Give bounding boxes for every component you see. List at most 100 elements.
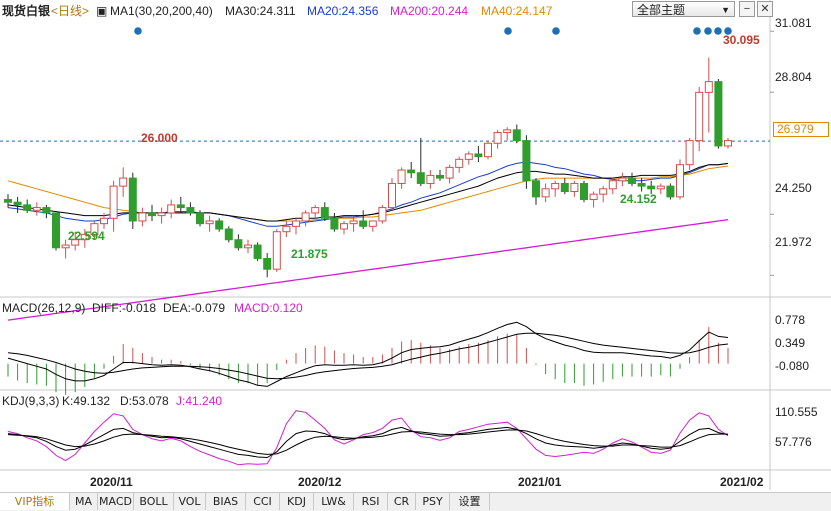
candle-body (589, 193, 598, 201)
candle-body (71, 239, 80, 246)
event-dot (724, 27, 732, 35)
candle-body (397, 169, 406, 184)
candle-body (90, 223, 99, 235)
candle-body (378, 207, 387, 222)
diff-line (7, 321, 729, 387)
tab-vip[interactable]: VIP指标 (0, 493, 70, 510)
candle-body (109, 185, 118, 219)
candle-body (560, 182, 569, 192)
ma200-value: MA200:20.244 (390, 4, 469, 18)
candle-body (512, 129, 521, 142)
ma30-line (7, 162, 729, 222)
candle-body (666, 185, 675, 198)
candle-body (13, 201, 22, 206)
tab-macd[interactable]: MACD (98, 493, 134, 510)
candle-body (148, 212, 156, 217)
x-axis-label: 2021/02 (720, 475, 764, 489)
tab-rsi[interactable]: RSI (354, 493, 388, 510)
candle-body (436, 174, 444, 179)
kdj-axis-label: 57.776 (775, 435, 812, 449)
candle-body (493, 132, 502, 144)
ma-lines (7, 161, 729, 321)
candle-body (244, 244, 252, 249)
candle-body (186, 207, 195, 214)
tab-bias[interactable]: BIAS (206, 493, 246, 510)
tab-kdj[interactable]: KDJ (280, 493, 314, 510)
candle-body (330, 217, 339, 230)
annotation-high: 30.095 (723, 33, 760, 47)
tab-settings[interactable]: 设置 (450, 493, 490, 510)
candle-body (234, 239, 243, 249)
tab-psy[interactable]: PSY (416, 493, 450, 510)
theme-dropdown[interactable]: 全部主题 ▼ (632, 1, 735, 17)
candle-body (541, 188, 550, 198)
candle-body (23, 204, 32, 211)
macd-diff-value: DIFF:-0.018 (92, 301, 157, 315)
tab-lw[interactable]: LW& (314, 493, 354, 510)
event-dot (693, 27, 701, 35)
tab-boll[interactable]: BOLL (134, 493, 174, 510)
candle-body (445, 166, 454, 179)
ma30-value: MA30:24.311 (225, 4, 296, 18)
annotation-low: 22.594 (68, 229, 105, 243)
tab-cr[interactable]: CR (388, 493, 416, 510)
candle-body (263, 257, 272, 270)
macd-axis-label: 0.778 (775, 313, 806, 327)
candle-body (138, 212, 147, 222)
event-dot (552, 27, 560, 35)
tab-cci[interactable]: CCI (246, 493, 280, 510)
candle-body (704, 81, 713, 93)
event-dot (504, 27, 512, 35)
kdj-k-value: K:49.132 (62, 394, 111, 408)
candle-body (119, 177, 128, 187)
price-axis-label: 21.972 (775, 235, 812, 249)
close-button[interactable]: ✕ (757, 1, 773, 17)
x-axis-label: 2020/11 (90, 475, 133, 489)
event-dot (704, 27, 712, 35)
kdj-k-line (7, 426, 729, 459)
candle-body (416, 172, 425, 184)
ma-indicator-label: MA1(30,20,200,40) (110, 4, 213, 18)
candle-body (272, 231, 281, 270)
candle-body (522, 140, 531, 182)
candle-body (628, 177, 636, 184)
kdj-indicator-label: KDJ(9,3,3) (2, 394, 60, 408)
dea-line (7, 332, 729, 380)
candle-body (224, 228, 233, 241)
candle-body (474, 153, 483, 158)
candle-body (311, 207, 320, 214)
macd-value: MACD:0.120 (234, 301, 303, 315)
candle-body (656, 185, 665, 190)
candle-body (368, 220, 377, 227)
candle-body (349, 220, 358, 225)
tab-vol[interactable]: VOL (174, 493, 206, 510)
candle-body (340, 223, 348, 230)
tab-ma[interactable]: MA (70, 493, 98, 510)
candle-body (157, 212, 166, 217)
candle-body (282, 225, 291, 233)
dropdown-arrow-icon: ▼ (721, 5, 730, 15)
candle-body (676, 164, 684, 198)
grid (0, 0, 831, 490)
candle-body (618, 177, 627, 182)
candles (4, 57, 732, 278)
candle-body (4, 199, 12, 203)
ma40-value: MA40:24.147 (481, 4, 553, 18)
candle-body (320, 207, 329, 219)
candle-body (301, 212, 310, 222)
candle-body (426, 174, 435, 184)
price-axis-label: 31.081 (775, 16, 812, 30)
candle-body (52, 212, 60, 249)
price-axis-label: 24.250 (775, 181, 812, 195)
collapse-button[interactable]: − (739, 1, 755, 17)
candle-body (637, 182, 646, 187)
candle-body (42, 207, 51, 214)
indicator-tab-bar: VIP指标 MA MACD BOLL VOL BIAS CCI KDJ LW& … (0, 492, 831, 511)
period-selector[interactable]: <日线> (51, 4, 90, 18)
candle-body (580, 182, 588, 201)
candle-body (80, 233, 89, 241)
kdj-panel (7, 410, 729, 466)
annotation-low: 24.152 (620, 192, 657, 206)
macd-panel (7, 321, 729, 395)
candle-body (685, 140, 694, 166)
